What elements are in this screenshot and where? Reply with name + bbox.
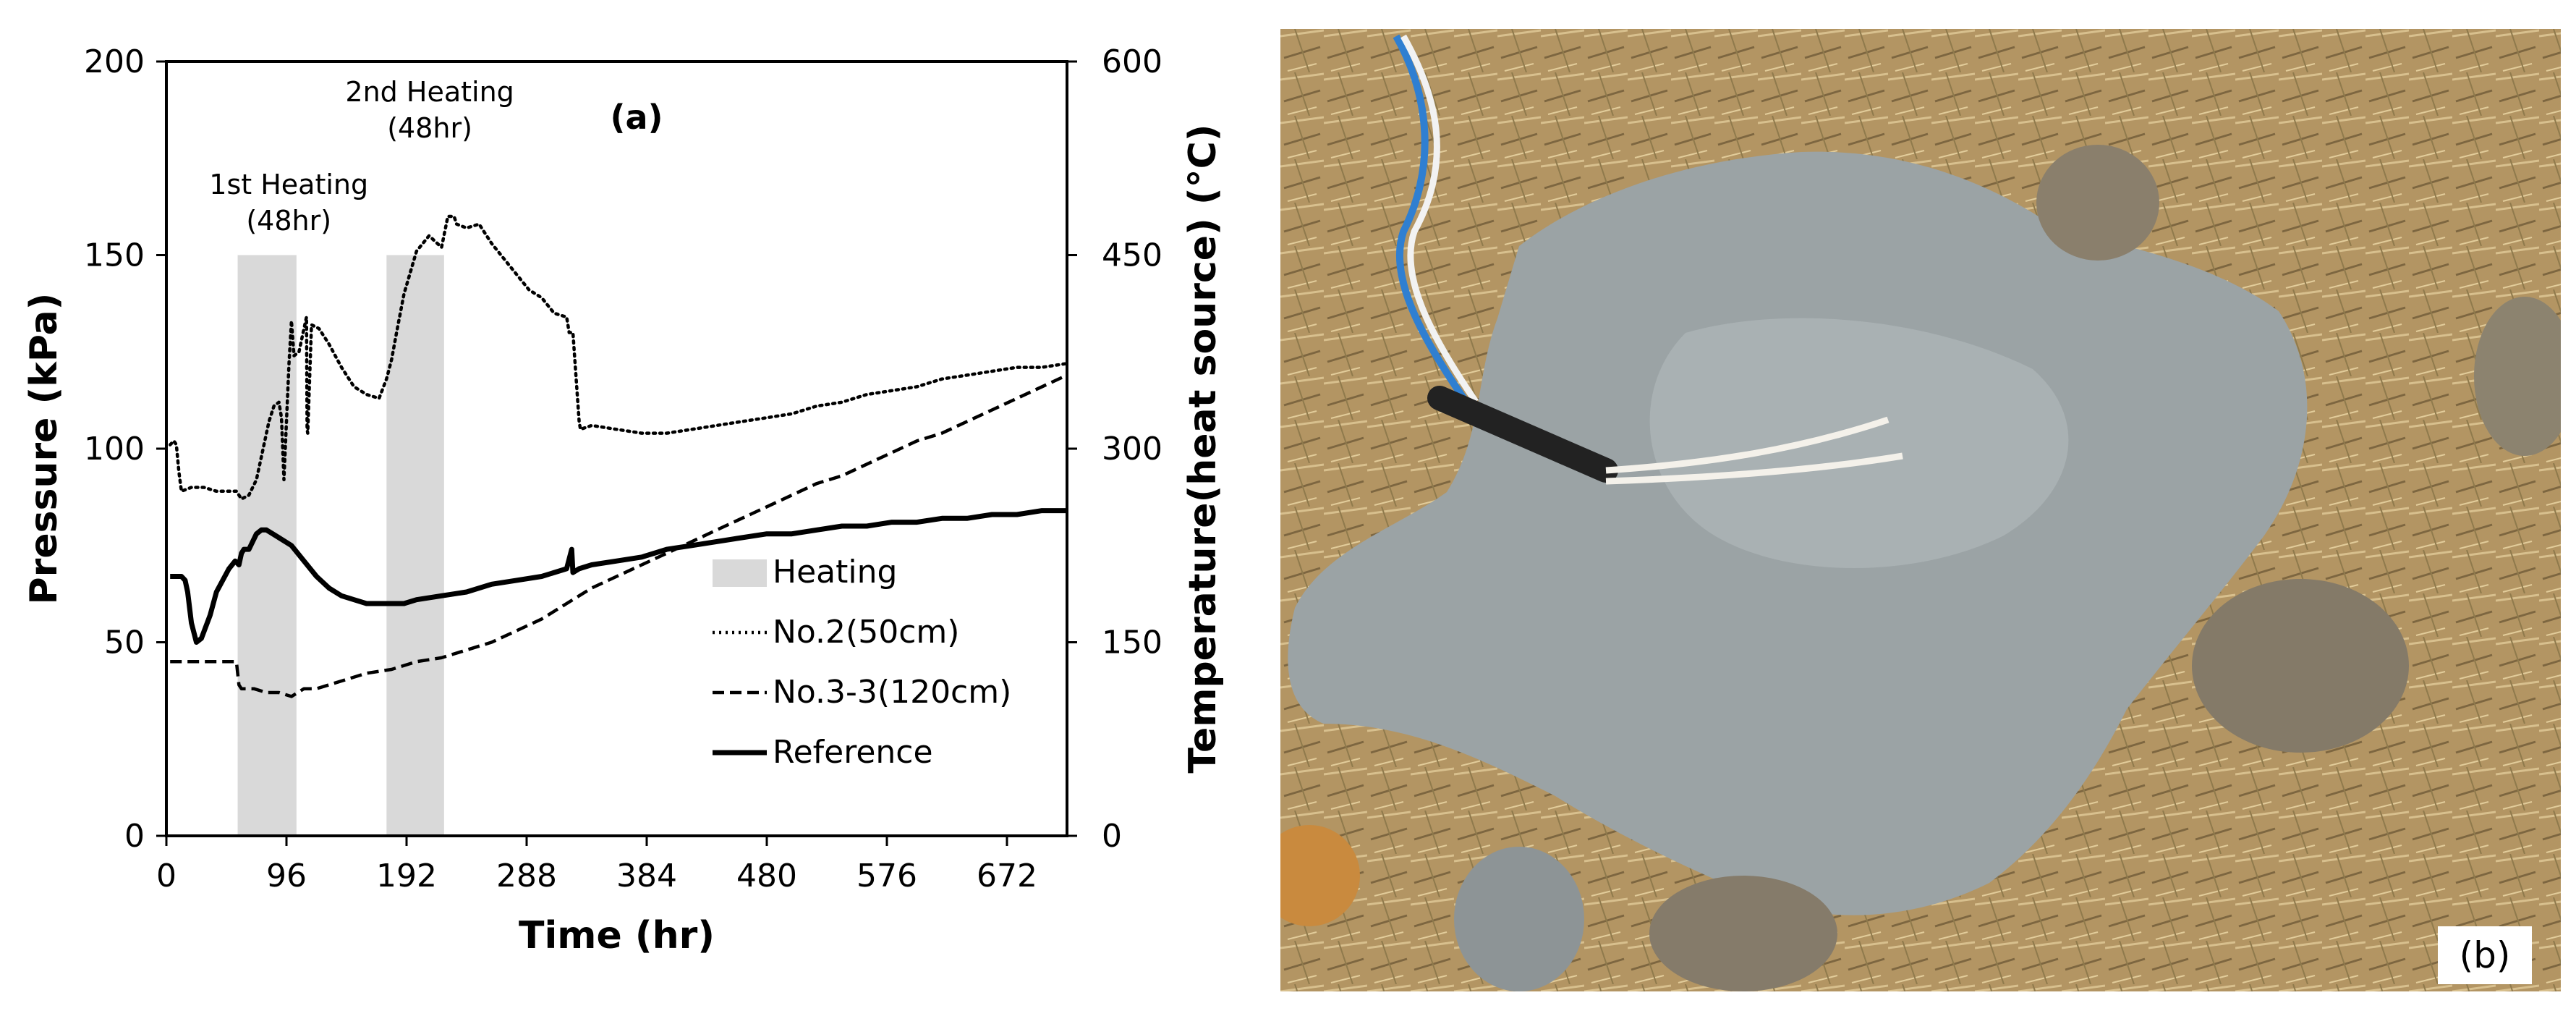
sensor-cable-blue [1393, 34, 1472, 407]
sensor-cable-white [1400, 34, 1479, 404]
panel-label-a: (a) [610, 98, 663, 137]
legend-heating-label: Heating [773, 554, 897, 591]
series-line-no-2-50cm [168, 214, 1069, 501]
chart-panel: 0 96 192 288 384 480 576 672 0 50 100 150 200 0 150 300… [0, 0, 1273, 1020]
sensor-cable-sleeve [1427, 386, 1618, 483]
sensor-wire-1 [1605, 416, 1890, 474]
field-photo: (b) [1259, 29, 2575, 991]
y2-axis-title: Temperature(heat source) (°C) [1181, 124, 1225, 773]
y-tick-label: 50 [104, 625, 145, 661]
heating-band-2 [386, 255, 444, 836]
y-tick-label: 200 [84, 43, 145, 80]
soil-clod-4 [1454, 847, 1584, 991]
x-tick-label: 672 [977, 858, 1037, 894]
x-axis-title: Time (hr) [519, 914, 715, 957]
legend: Heating No.2(50cm) No.3-3(120cm) Referen… [713, 554, 1011, 771]
sensor-wire-2 [1605, 452, 1903, 485]
soil-clod-5 [1649, 876, 1837, 991]
y-tick-label: 100 [84, 431, 145, 467]
heating-2-duration: (48hr) [387, 112, 472, 144]
panel-label-b: (b) [2460, 934, 2511, 976]
soil-clod-2 [2474, 297, 2575, 456]
heating-2-label: 2nd Heating [345, 76, 514, 108]
photo-label-box [2438, 926, 2532, 984]
legend-heating-swatch [713, 559, 767, 587]
chart-svg: 0 96 192 288 384 480 576 672 0 50 100 150 200 0 150 300… [22, 43, 1225, 957]
series-layer [168, 214, 1069, 698]
field-photo-image: (b) [1259, 29, 2575, 991]
heating-1-duration: (48hr) [246, 205, 331, 237]
soil-clod-1 [2036, 145, 2159, 261]
y2-tick-label: 0 [1102, 818, 1122, 855]
x-tick-label: 480 [736, 858, 797, 894]
series-line-no-3-3-120cm [170, 373, 1068, 698]
x-tick-label: 96 [266, 858, 307, 894]
series-line-reference [170, 508, 1067, 645]
heating-1-label: 1st Heating [209, 169, 368, 200]
y2-tick-label: 450 [1102, 237, 1162, 274]
x-tick-label: 288 [496, 858, 557, 894]
heating-periods [237, 255, 444, 836]
x-tick-label: 192 [376, 858, 437, 894]
x-tick-label: 384 [616, 858, 677, 894]
y-axis-title: Pressure (kPa) [22, 293, 66, 605]
tree-stump [1259, 825, 1360, 926]
x-tick-label: 0 [156, 858, 177, 894]
y2-tick-label: 150 [1102, 625, 1162, 661]
mud-highlight [1649, 318, 2069, 568]
y2-tick-label: 600 [1102, 43, 1162, 80]
soil-clod-3 [2192, 579, 2409, 753]
legend-no2-label: No.2(50cm) [773, 614, 959, 651]
ticks: 0 96 192 288 384 480 576 672 0 50 100 150 200 0 150 300… [84, 43, 1162, 894]
x-tick-label: 576 [856, 858, 917, 894]
legend-reference-label: Reference [773, 734, 933, 771]
y2-tick-label: 300 [1102, 431, 1162, 467]
heating-annotations: 1st Heating (48hr) 2nd Heating (48hr) [209, 76, 514, 237]
y-tick-label: 0 [124, 818, 145, 855]
legend-no33-label: No.3-3(120cm) [773, 674, 1011, 711]
y-tick-label: 150 [84, 237, 145, 274]
